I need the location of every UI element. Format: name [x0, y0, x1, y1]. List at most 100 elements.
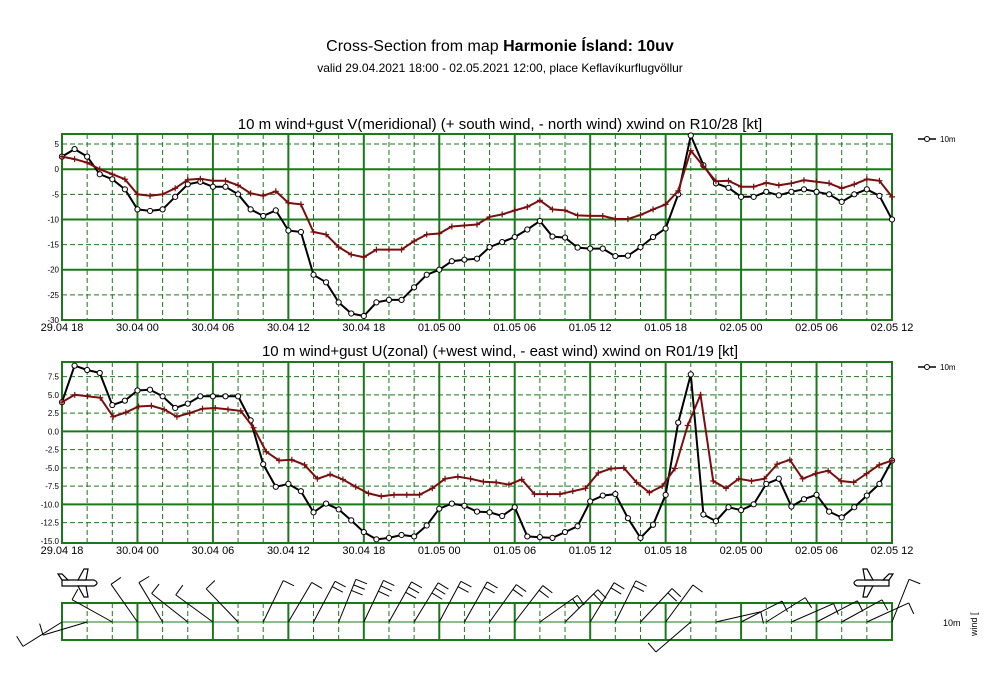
y-tick-label: -12.5 — [41, 519, 60, 528]
x-tick-label: 30.04 12 — [267, 322, 310, 334]
point-wind — [851, 191, 858, 198]
wind-barb-staff — [640, 588, 673, 623]
point-wind — [260, 461, 267, 468]
point-gust — [429, 485, 436, 492]
point-wind — [574, 523, 581, 530]
point-gust — [148, 402, 155, 409]
point-wind — [285, 480, 292, 487]
point-wind — [71, 362, 78, 369]
point-gust — [825, 467, 832, 474]
y-tick-label: 5.0 — [48, 391, 60, 400]
point-wind — [360, 528, 367, 536]
point-gust — [637, 211, 644, 218]
point-wind — [712, 518, 720, 525]
point-wind — [587, 245, 594, 252]
point-gust — [531, 491, 538, 498]
point-wind — [524, 533, 531, 540]
wind-barb-flag — [516, 584, 527, 592]
point-wind — [209, 183, 217, 190]
point-gust — [71, 391, 78, 398]
plot-frame — [61, 361, 893, 544]
wind-barb-staff — [866, 602, 909, 623]
wind-barb-staff — [42, 621, 88, 636]
point-gust — [646, 489, 653, 496]
point-gust — [671, 465, 678, 472]
point-gust — [416, 491, 423, 498]
point-gust — [209, 177, 216, 184]
point-gust — [436, 230, 443, 237]
y-tick-label: -10 — [47, 215, 59, 224]
point-wind — [272, 483, 279, 490]
x-tick-label: 01.05 00 — [418, 545, 461, 557]
point-wind — [524, 226, 531, 233]
point-gust — [486, 213, 493, 220]
wind-barb-staff — [514, 585, 544, 623]
point-gust — [511, 207, 518, 214]
wind-barb-staff — [765, 597, 806, 623]
point-gust — [71, 156, 78, 163]
point-gust — [260, 192, 267, 199]
point-wind — [863, 492, 870, 499]
point-gust — [582, 485, 589, 492]
point-wind — [486, 509, 493, 516]
point-wind — [511, 233, 518, 241]
wind-barb-staff — [463, 581, 488, 623]
wind-barb-staff — [175, 594, 214, 623]
point-wind — [725, 504, 732, 511]
point-wind — [247, 206, 254, 213]
point-wind — [662, 225, 669, 232]
point-gust — [323, 231, 330, 238]
y-tick-label: -15 — [47, 241, 59, 250]
wind-barb-flag — [781, 600, 788, 613]
point-gust — [448, 223, 455, 230]
point-wind — [436, 266, 443, 273]
point-gust — [314, 475, 321, 482]
point-wind — [763, 480, 770, 487]
wind-barb-staff — [614, 580, 637, 623]
point-gust — [423, 231, 430, 238]
point-gust — [263, 448, 270, 455]
wind-barb-flag — [671, 588, 682, 598]
point-gust — [288, 456, 295, 463]
wind-barb-staff — [313, 581, 336, 623]
wind-barb-staff — [841, 599, 883, 623]
point-gust — [272, 188, 279, 195]
point-wind — [184, 400, 191, 407]
point-wind — [411, 284, 418, 291]
chart-main-title: Cross-Section from map Harmonie Ísland: … — [326, 38, 674, 55]
wind-barb-staff — [791, 603, 834, 623]
chart-subtitle: valid 29.04.2021 18:00 - 02.05.2021 12:0… — [317, 61, 683, 75]
point-gust — [222, 177, 229, 184]
wind-barb-flag — [437, 582, 449, 590]
point-wind — [423, 271, 430, 278]
point-gust — [461, 222, 468, 229]
point-wind — [146, 207, 154, 215]
point-gust — [812, 470, 819, 477]
point-wind — [172, 404, 179, 412]
wind-barb-flag — [460, 580, 472, 588]
point-wind — [536, 217, 543, 225]
point-gust — [173, 413, 180, 420]
point-gust — [675, 187, 682, 194]
point-wind — [561, 234, 569, 241]
wind-barb-staff — [205, 588, 239, 623]
point-wind — [272, 207, 279, 214]
point-wind — [499, 238, 506, 246]
point-wind — [71, 145, 78, 153]
point-gust — [738, 183, 745, 190]
x-tick-label: 01.05 18 — [644, 322, 687, 334]
point-wind — [788, 188, 795, 195]
wind-barb-flag — [760, 611, 764, 624]
point-gust — [620, 464, 627, 471]
point-gust — [310, 229, 317, 236]
point-wind — [260, 212, 267, 220]
point-wind — [599, 245, 606, 252]
y-tick-label: -30 — [47, 316, 59, 325]
wind-barb-flag — [457, 586, 469, 593]
wind-barb-staff — [539, 594, 578, 623]
wind-barb-flag — [383, 579, 395, 586]
point-wind — [826, 191, 833, 198]
y-tick-label: 2.5 — [48, 409, 60, 418]
wind-barb-staff — [287, 582, 313, 623]
